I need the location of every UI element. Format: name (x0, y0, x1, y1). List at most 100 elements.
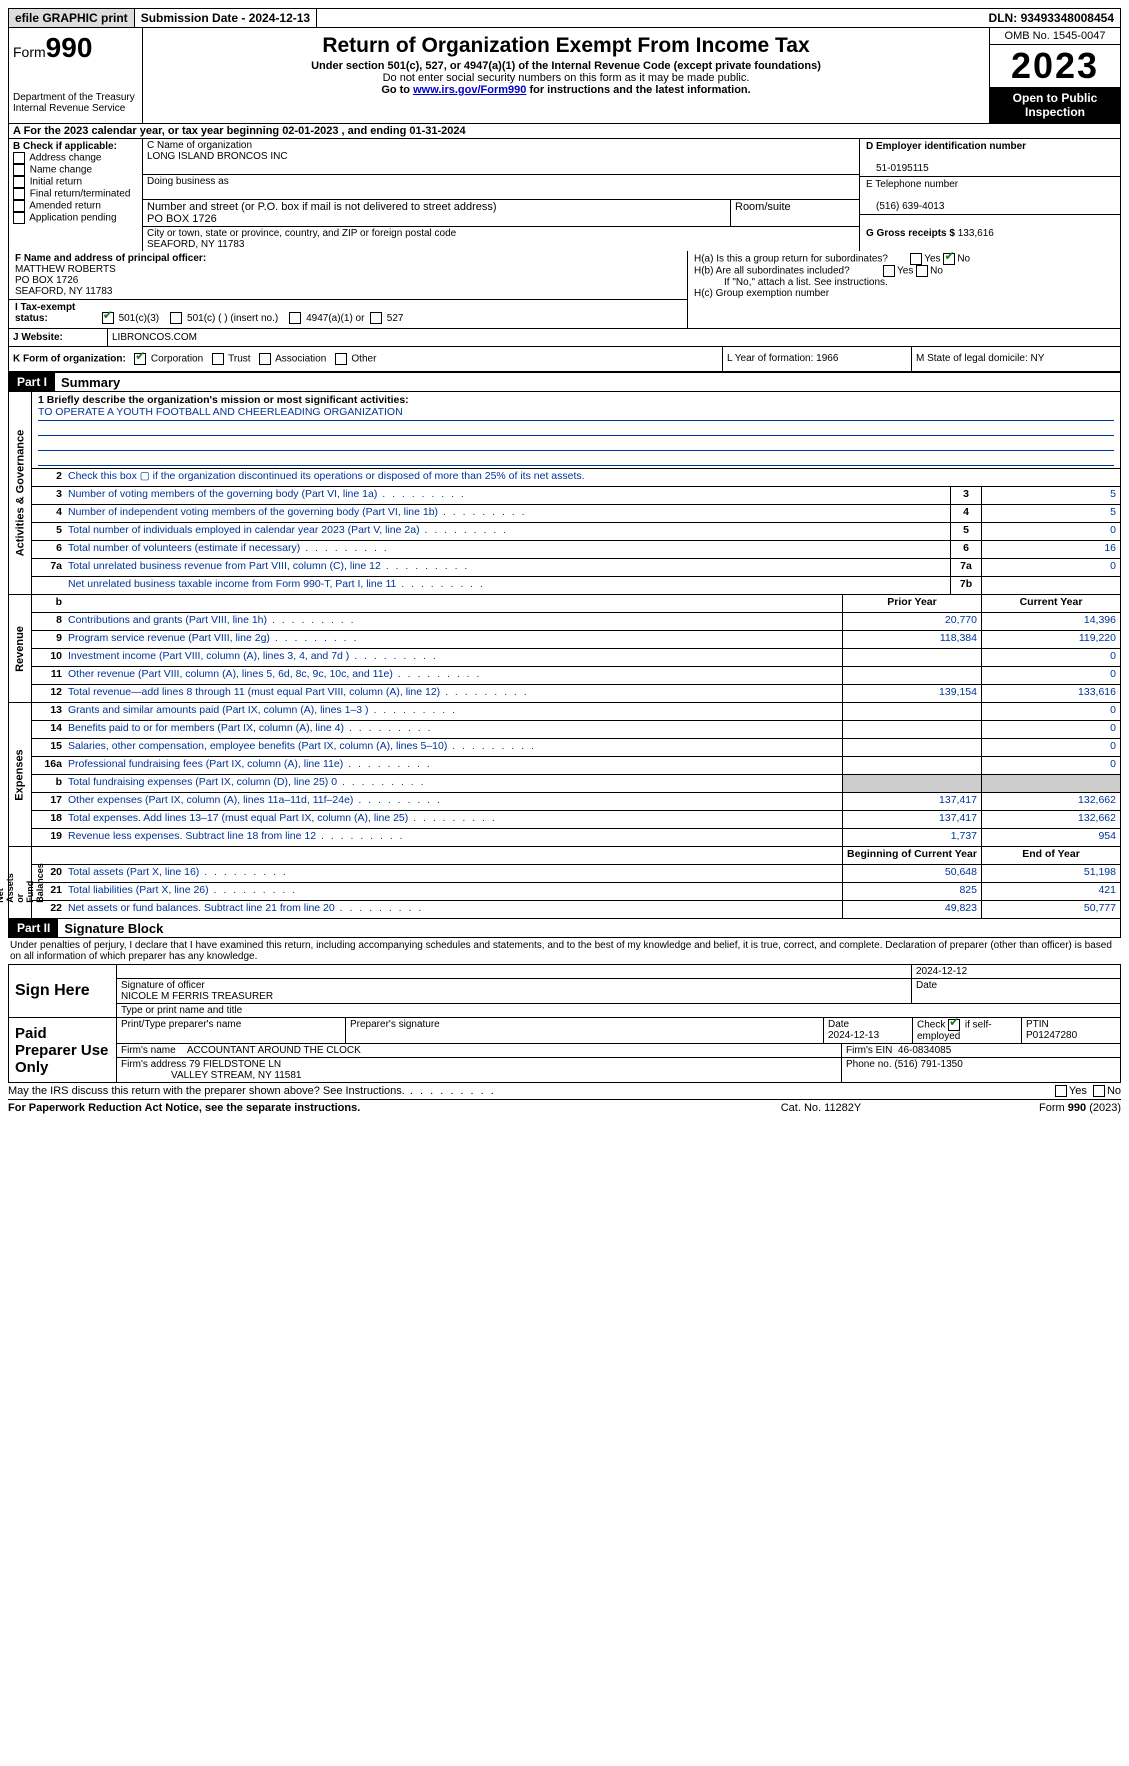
officer-addr2: SEAFORD, NY 11783 (15, 286, 112, 297)
ptin: P01247280 (1026, 1030, 1077, 1041)
form-header: Form990 Department of the Treasury Inter… (8, 28, 1121, 124)
tel-value: (516) 639-4013 (866, 201, 944, 212)
officer-sig-name: NICOLE M FERRIS TREASURER (121, 991, 273, 1002)
mission-blank (38, 436, 1114, 451)
cat-no: Cat. No. 11282Y (721, 1102, 921, 1114)
mission-question: 1 Briefly describe the organization's mi… (38, 394, 409, 406)
dba-label: Doing business as (147, 176, 229, 187)
part1-tag: Part I (9, 373, 55, 391)
chk-501c[interactable] (170, 312, 182, 324)
fin-line: 21Total liabilities (Part X, line 26)825… (32, 883, 1120, 901)
chk-name-change[interactable] (13, 164, 25, 176)
tel-label: E Telephone number (866, 179, 958, 190)
opt-corp: Corporation (151, 354, 203, 365)
chk-address-change[interactable] (13, 152, 25, 164)
firm-ein: 46-0834085 (898, 1045, 951, 1056)
form-number: Form990 (13, 32, 138, 64)
fin-line: 20Total assets (Part X, line 16)50,64851… (32, 865, 1120, 883)
hb-no[interactable] (916, 265, 928, 277)
fin-line: 19Revenue less expenses. Subtract line 1… (32, 829, 1120, 846)
colb-opt: Initial return (13, 176, 138, 188)
ha-no[interactable] (943, 253, 955, 265)
discuss-no[interactable] (1093, 1085, 1105, 1097)
dln: DLN: 93493348008454 (983, 9, 1120, 27)
ptin-hdr: PTIN (1026, 1019, 1049, 1030)
footer: For Paperwork Reduction Act Notice, see … (8, 1100, 1121, 1114)
chk-amended-return[interactable] (13, 200, 25, 212)
chk-trust[interactable] (212, 353, 224, 365)
colb-opt: Application pending (13, 212, 138, 224)
form-subtitle-2: Do not enter social security numbers on … (153, 72, 979, 84)
fin-line: bTotal fundraising expenses (Part IX, co… (32, 775, 1120, 793)
sidelabel-rev: Revenue (14, 626, 26, 672)
opt-527: 527 (387, 313, 404, 324)
chk-application-pending[interactable] (13, 212, 25, 224)
chk-527[interactable] (370, 312, 382, 324)
h-a: H(a) Is this a group return for subordin… (694, 253, 1114, 265)
chk-final-return-terminated[interactable] (13, 188, 25, 200)
gov-line: Net unrelated business taxable income fr… (32, 577, 1120, 594)
mission-answer: TO OPERATE A YOUTH FOOTBALL AND CHEERLEA… (38, 406, 1114, 421)
col-c-org-info: C Name of organizationLONG ISLAND BRONCO… (143, 139, 859, 251)
summary-expenses: Expenses 13Grants and similar amounts pa… (8, 703, 1121, 847)
firm-addr1: 79 FIELDSTONE LN (189, 1059, 281, 1070)
col-b-checkboxes: B Check if applicable: Address change Na… (9, 139, 143, 251)
h-c: H(c) Group exemption number (694, 288, 1114, 299)
firm-addr-lbl: Firm's address (121, 1059, 186, 1070)
org-name-label: C Name of organization (147, 140, 252, 151)
paid-prep-label: Paid Preparer Use Only (9, 1018, 117, 1082)
gov-line: 3Number of voting members of the governi… (32, 487, 1120, 505)
col-d-ein: D Employer identification number51-01951… (859, 139, 1120, 251)
part2-title: Signature Block (58, 921, 163, 936)
ha-yes[interactable] (910, 253, 922, 265)
fin-line: 9Program service revenue (Part VIII, lin… (32, 631, 1120, 649)
current-year-hdr: Current Year (981, 595, 1120, 612)
city-state-zip: SEAFORD, NY 11783 (147, 239, 244, 250)
rev-hdr-b: b (32, 595, 66, 612)
sign-here-label: Sign Here (9, 965, 117, 1017)
open-to-public: Open to Public Inspection (990, 87, 1120, 123)
firm-ein-lbl: Firm's EIN (846, 1045, 892, 1056)
sign-here-block: Sign Here 2024-12-12 Signature of office… (8, 965, 1121, 1018)
fin-line: 14Benefits paid to or for members (Part … (32, 721, 1120, 739)
chk-4947[interactable] (289, 312, 301, 324)
org-name: LONG ISLAND BRONCOS INC (147, 151, 288, 162)
chk-corp[interactable] (134, 353, 146, 365)
gov-line: 2Check this box ▢ if the organization di… (32, 469, 1120, 487)
dept-treasury: Department of the Treasury Internal Reve… (13, 92, 138, 114)
gross-label: G Gross receipts $ (866, 228, 955, 239)
firm-addr2: VALLEY STREAM, NY 11581 (171, 1070, 301, 1081)
gov-line: 4Number of independent voting members of… (32, 505, 1120, 523)
discuss-yes[interactable] (1055, 1085, 1067, 1097)
h-b-note: If "No," attach a list. See instructions… (694, 277, 1114, 288)
colb-opt: Final return/terminated (13, 188, 138, 200)
gov-line: 5Total number of individuals employed in… (32, 523, 1120, 541)
paperwork-notice: For Paperwork Reduction Act Notice, see … (8, 1102, 721, 1114)
state-domicile: M State of legal domicile: NY (911, 347, 1120, 371)
city-label: City or town, state or province, country… (147, 228, 456, 239)
begin-year-hdr: Beginning of Current Year (842, 847, 981, 864)
chk-other[interactable] (335, 353, 347, 365)
colb-opt: Amended return (13, 200, 138, 212)
chk-self-emp[interactable] (948, 1019, 960, 1031)
irs-link[interactable]: www.irs.gov/Form990 (413, 84, 526, 96)
chk-assoc[interactable] (259, 353, 271, 365)
chk-initial-return[interactable] (13, 176, 25, 188)
firm-name-lbl: Firm's name (121, 1045, 176, 1056)
street-label: Number and street (or P.O. box if mail i… (147, 201, 497, 213)
opt-501c: 501(c) ( ) (insert no.) (187, 313, 278, 324)
discuss-text: May the IRS discuss this return with the… (8, 1085, 496, 1097)
chk-501c3[interactable] (102, 312, 114, 324)
form-subtitle-3: Go to www.irs.gov/Form990 for instructio… (153, 84, 979, 96)
hb-yes[interactable] (883, 265, 895, 277)
part2-tag: Part II (9, 919, 58, 937)
efile-print-button[interactable]: efile GRAPHIC print (9, 9, 135, 27)
sidelabel-exp: Expenses (14, 749, 26, 800)
submission-date: Submission Date - 2024-12-13 (135, 9, 317, 27)
type-name-lbl: Type or print name and title (117, 1004, 1120, 1017)
colb-opt: Address change (13, 152, 138, 164)
fin-line: 8Contributions and grants (Part VIII, li… (32, 613, 1120, 631)
summary-revenue: Revenue bPrior YearCurrent Year 8Contrib… (8, 595, 1121, 703)
form-ref: Form 990 (2023) (921, 1102, 1121, 1114)
officer-label: F Name and address of principal officer: (15, 253, 206, 264)
